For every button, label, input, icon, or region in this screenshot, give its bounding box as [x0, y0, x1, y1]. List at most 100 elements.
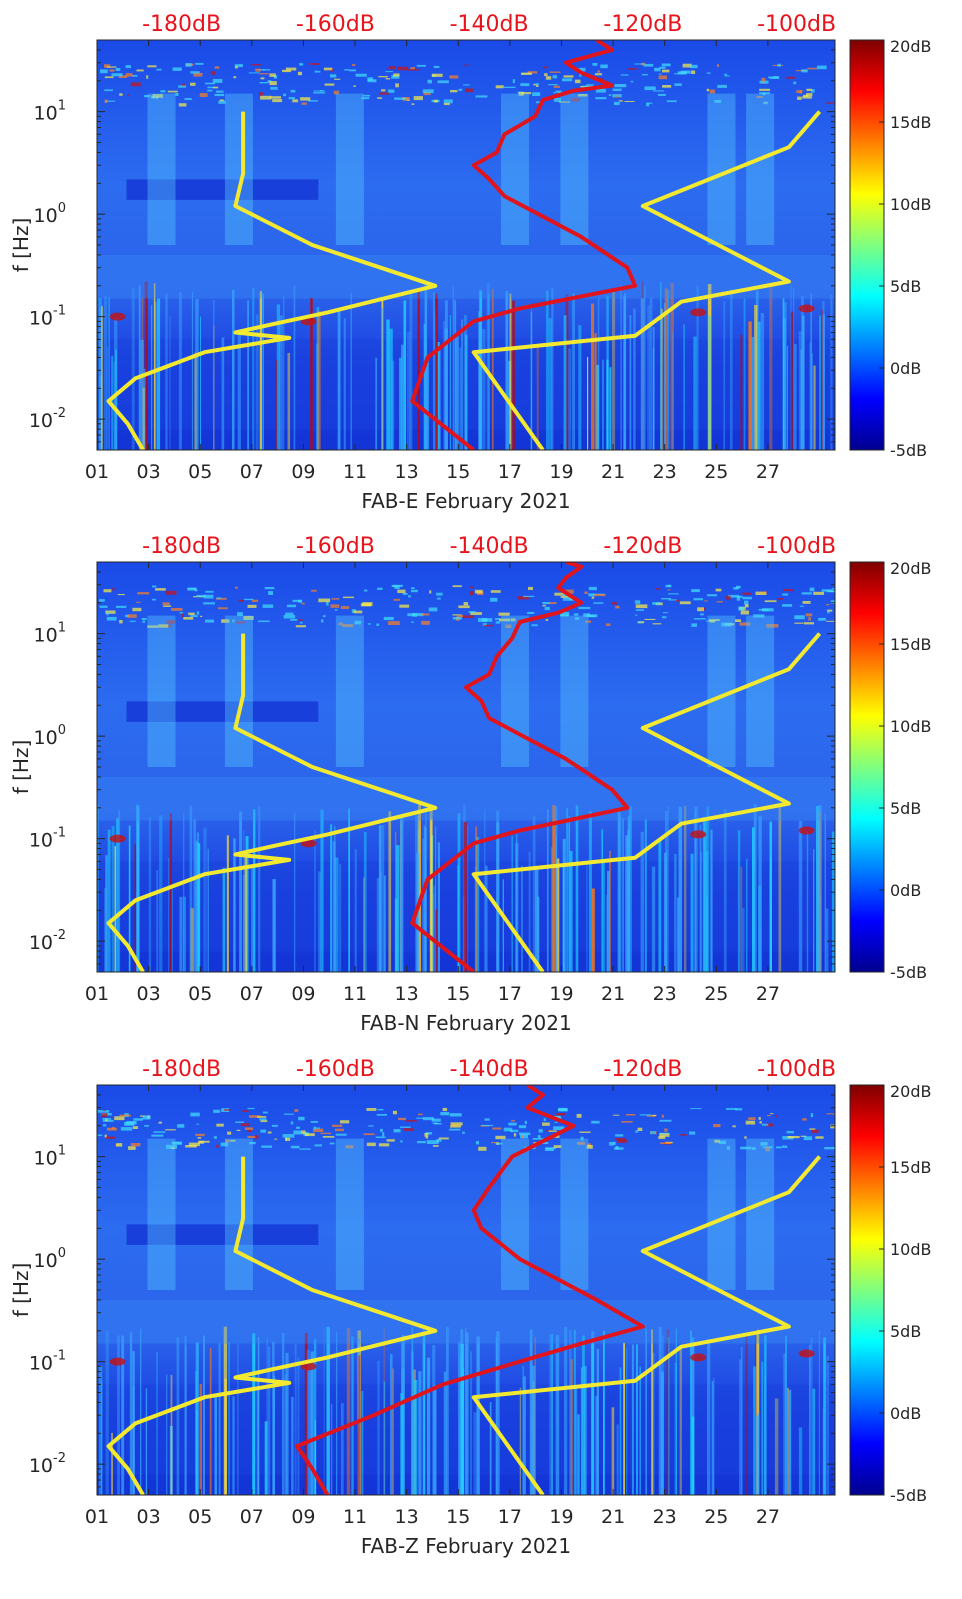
x-tick-label: 17: [498, 461, 522, 483]
x-tick-label: 09: [291, 1506, 315, 1528]
top-db-label: -120dB: [603, 534, 682, 559]
top-db-label: -160dB: [296, 534, 375, 559]
colorbar-label: 20dB: [890, 37, 932, 56]
y-tick-label: 100: [34, 723, 66, 749]
x-tick-label: 11: [343, 1506, 367, 1528]
colorbar: [849, 561, 885, 973]
colorbar-label: -5dB: [890, 441, 927, 460]
top-db-label: -140dB: [450, 1057, 529, 1082]
x-tick-label: 07: [240, 461, 264, 483]
colorbar-label: 20dB: [890, 559, 932, 578]
colorbar-label: -5dB: [890, 1486, 927, 1505]
colorbar-label: 0dB: [890, 359, 921, 378]
x-tick-label: 13: [395, 1506, 419, 1528]
x-tick-label: 03: [137, 1506, 161, 1528]
x-tick-label: 01: [85, 461, 109, 483]
top-db-label: -180dB: [142, 1057, 221, 1082]
colorbar-label: 10dB: [890, 195, 932, 214]
top-db-label: -100dB: [757, 1057, 836, 1082]
y-tick-label: 101: [34, 621, 66, 647]
y-tick-label: 100: [34, 1246, 66, 1272]
x-axis-label: FAB-N February 2021: [360, 1011, 571, 1035]
colorbar-label: 5dB: [890, 277, 921, 296]
x-tick-label: 05: [188, 983, 212, 1005]
heatmap-area: [97, 1085, 835, 1495]
y-tick-label: 10-2: [29, 928, 66, 954]
spectrogram-panel: 01 03 05 07 09 11 13 15 17 19 21 23 25 27 FAB-Z Februa…: [9, 1057, 932, 1558]
x-tick-label: 13: [395, 461, 419, 483]
top-db-label: -100dB: [757, 12, 836, 37]
x-tick-label: 21: [601, 1506, 625, 1528]
x-tick-label: 01: [85, 1506, 109, 1528]
colorbar-label: 15dB: [890, 1158, 932, 1177]
top-db-label: -180dB: [142, 534, 221, 559]
colorbar-label: 10dB: [890, 1240, 932, 1259]
x-tick-label: 21: [601, 461, 625, 483]
x-tick-label: 25: [704, 1506, 728, 1528]
colorbar-label: 10dB: [890, 717, 932, 736]
x-tick-label: 15: [446, 983, 470, 1005]
y-tick-label: 100: [34, 201, 66, 227]
median-psd-line: [294, 1085, 645, 1495]
x-tick-label: 15: [446, 1506, 470, 1528]
x-tick-label: 19: [549, 1506, 573, 1528]
x-axis-label: FAB-Z February 2021: [361, 1534, 571, 1558]
x-tick-label: 05: [188, 1506, 212, 1528]
high-noise-model-line: [471, 632, 822, 972]
x-tick-label: 03: [137, 461, 161, 483]
y-tick-label: 101: [34, 1144, 66, 1170]
colorbar-label: 0dB: [890, 881, 921, 900]
low-noise-model-line: [106, 1156, 438, 1495]
x-tick-label: 15: [446, 461, 470, 483]
colorbar-label: 20dB: [890, 1082, 932, 1101]
colorbar-label: 15dB: [890, 635, 932, 654]
top-db-label: -100dB: [757, 534, 836, 559]
colorbar: [849, 39, 885, 451]
heatmap-area: [97, 40, 835, 450]
x-tick-label: 11: [343, 461, 367, 483]
x-tick-label: 23: [653, 983, 677, 1005]
x-tick-label: 19: [549, 983, 573, 1005]
y-tick-label: 10-1: [29, 304, 66, 330]
top-db-label: -180dB: [142, 12, 221, 37]
median-psd-line: [410, 562, 630, 972]
colorbar-label: 5dB: [890, 1322, 921, 1341]
top-db-label: -120dB: [603, 12, 682, 37]
x-tick-label: 27: [756, 983, 780, 1005]
x-tick-label: 17: [498, 983, 522, 1005]
x-tick-label: 17: [498, 1506, 522, 1528]
median-psd-line: [410, 40, 638, 450]
x-axis-label: FAB-E February 2021: [361, 489, 570, 513]
top-db-label: -140dB: [450, 534, 529, 559]
low-noise-model-line: [106, 111, 438, 450]
colorbar-label: 15dB: [890, 113, 932, 132]
x-tick-label: 09: [291, 461, 315, 483]
x-tick-label: 25: [704, 983, 728, 1005]
y-tick-label: 101: [34, 99, 66, 125]
colorbar-label: 0dB: [890, 1404, 921, 1423]
high-noise-model-line: [471, 1155, 822, 1495]
low-noise-model-line: [106, 633, 438, 972]
x-tick-label: 23: [653, 1506, 677, 1528]
x-tick-label: 27: [756, 1506, 780, 1528]
x-tick-label: 01: [85, 983, 109, 1005]
y-tick-label: 10-2: [29, 406, 66, 432]
y-tick-label: 10-1: [29, 826, 66, 852]
top-db-label: -160dB: [296, 12, 375, 37]
x-tick-label: 25: [704, 461, 728, 483]
x-tick-label: 05: [188, 461, 212, 483]
x-tick-label: 03: [137, 983, 161, 1005]
x-tick-label: 19: [549, 461, 573, 483]
top-db-label: -160dB: [296, 1057, 375, 1082]
x-tick-label: 13: [395, 983, 419, 1005]
x-tick-label: 07: [240, 983, 264, 1005]
colorbar-label: 5dB: [890, 799, 921, 818]
x-tick-label: 21: [601, 983, 625, 1005]
colorbar-label: -5dB: [890, 963, 927, 982]
top-db-label: -120dB: [603, 1057, 682, 1082]
y-tick-label: 10-2: [29, 1451, 66, 1477]
colorbar: [849, 1084, 885, 1496]
heatmap-area: [97, 562, 835, 972]
x-tick-label: 11: [343, 983, 367, 1005]
